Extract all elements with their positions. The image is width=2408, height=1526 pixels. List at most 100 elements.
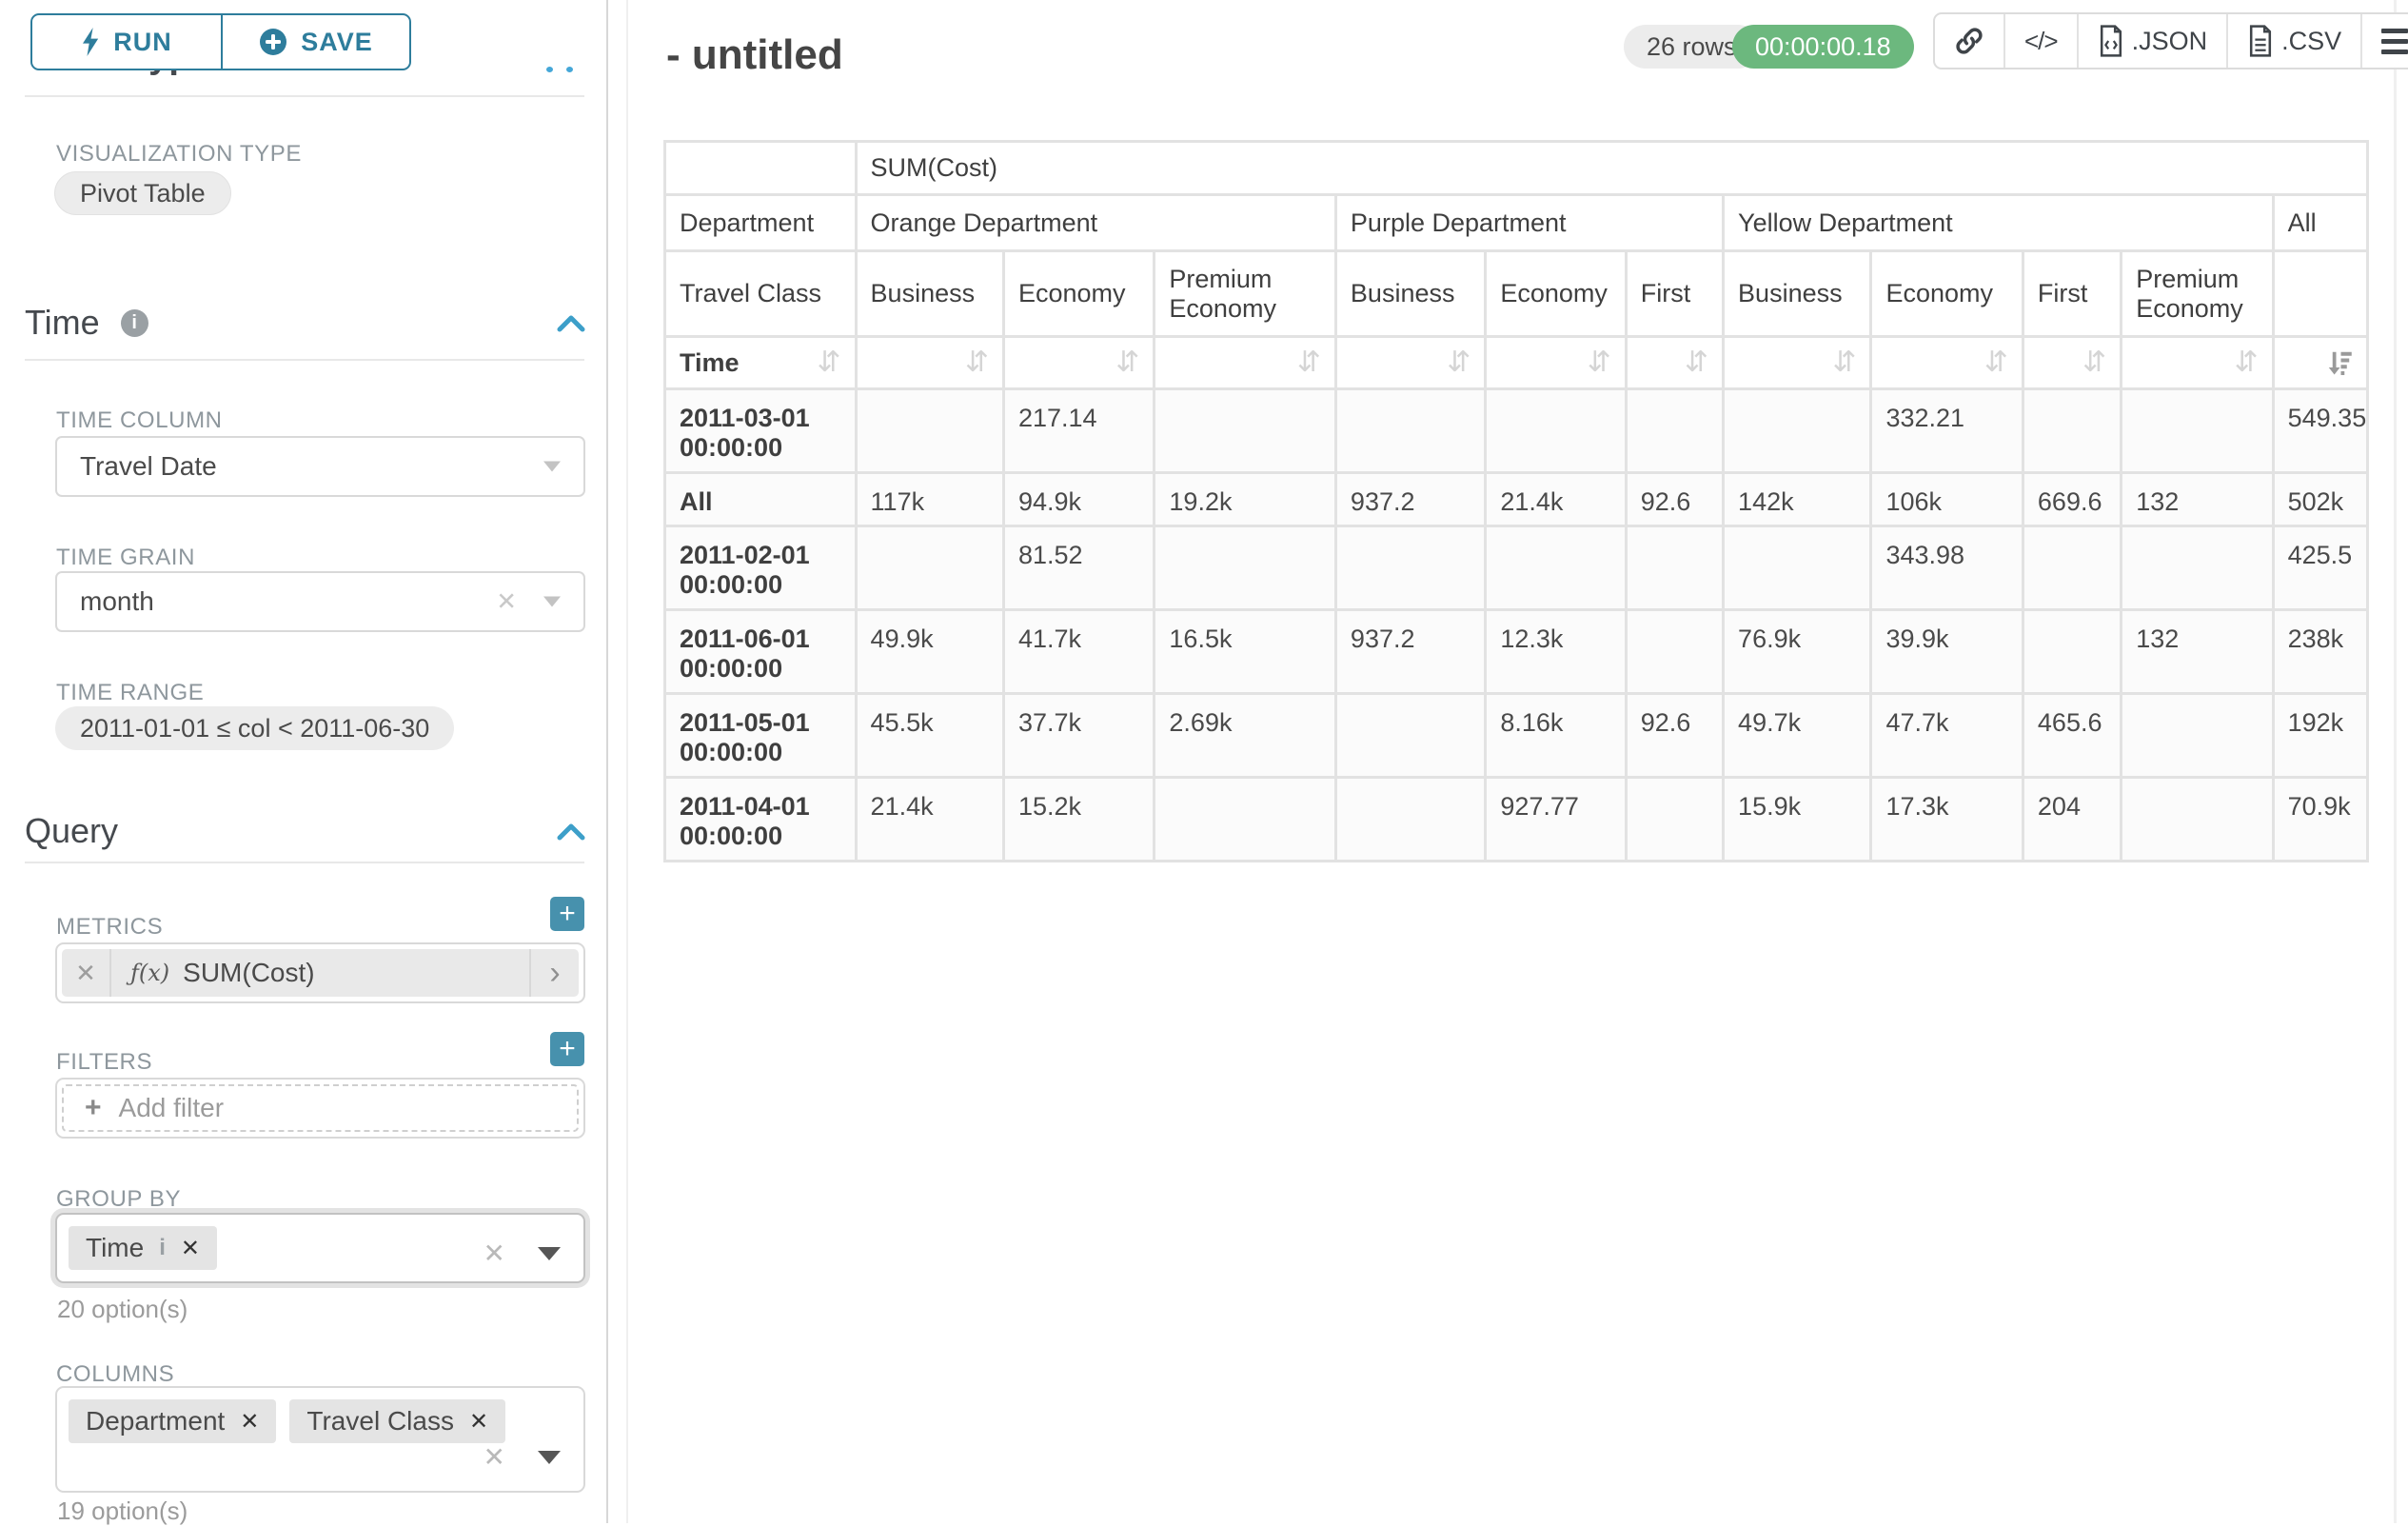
group-by-select[interactable]: Timei✕ ✕: [55, 1213, 585, 1283]
value-cell: 21.4k: [1486, 473, 1626, 526]
sort-icon[interactable]: ⇵: [1832, 348, 1856, 377]
export-json-button[interactable]: .JSON: [2077, 14, 2227, 68]
chevron-up-icon[interactable]: [557, 314, 585, 333]
visualization-type-pill[interactable]: Pivot Table: [54, 171, 231, 215]
scrollbar-track[interactable]: [2394, 0, 2397, 1523]
sort-icon[interactable]: ⇵: [2082, 348, 2106, 377]
time-column-label: TIME COLUMN: [56, 407, 223, 434]
remove-metric-icon[interactable]: ✕: [62, 949, 111, 997]
value-cell: 217.14: [1003, 389, 1154, 473]
clear-icon[interactable]: ✕: [484, 1441, 505, 1473]
add-filter-button[interactable]: + Add filter: [62, 1084, 579, 1132]
selected-value-tag[interactable]: Department✕: [69, 1399, 276, 1443]
sort-icon[interactable]: ⇵: [1984, 348, 2008, 377]
clear-icon[interactable]: ✕: [496, 587, 517, 617]
remove-tag-icon[interactable]: ✕: [240, 1408, 259, 1436]
value-cell: [2023, 610, 2121, 694]
travel-class-header: First: [2023, 251, 2121, 337]
menu-button[interactable]: [2360, 14, 2408, 68]
plus-icon: +: [85, 1092, 102, 1124]
value-cell: [1626, 610, 1723, 694]
travel-class-header: Premium Economy: [2122, 251, 2273, 337]
table-row: 2011-02-01 00:00:0081.52343.98425.5: [665, 526, 2368, 610]
travel-class-header: Premium Economy: [1155, 251, 1336, 337]
plus-circle-icon: [259, 28, 287, 56]
save-button[interactable]: SAVE: [221, 15, 409, 69]
sort-toggle-cell: ⇵: [1155, 337, 1336, 389]
sort-toggle-cell: ⇵: [1626, 337, 1723, 389]
metric-pill[interactable]: ✕ ƒ(x) SUM(Cost) ›: [62, 949, 579, 997]
group-by-option-count: 20 option(s): [57, 1295, 188, 1324]
code-icon: </>: [2024, 27, 2058, 56]
caret-down-icon[interactable]: [538, 1451, 561, 1464]
add-metric-button[interactable]: +: [550, 897, 584, 931]
row-header-cell: 2011-02-01 00:00:00: [665, 526, 857, 610]
value-cell: [2122, 389, 2273, 473]
value-cell: [1626, 389, 1723, 473]
value-cell: [2122, 526, 2273, 610]
info-icon[interactable]: i: [159, 1235, 166, 1261]
row-header-cell: All: [665, 473, 857, 526]
add-filter-plus-button[interactable]: +: [550, 1032, 584, 1066]
metrics-select: ✕ ƒ(x) SUM(Cost) ›: [55, 942, 585, 1003]
sort-icon[interactable]: ⇵: [1588, 348, 1611, 377]
sort-icon[interactable]: ⇵: [1685, 348, 1708, 377]
chevron-up-icon[interactable]: [557, 822, 585, 842]
sort-icon[interactable]: ⇵: [2234, 348, 2258, 377]
time-range-pill[interactable]: 2011-01-01 ≤ col < 2011-06-30: [55, 706, 454, 750]
info-icon[interactable]: i: [121, 309, 148, 337]
sort-toggle-cell: ⇵: [1486, 337, 1626, 389]
sort-toggle-cell: ⇵: [2023, 337, 2121, 389]
caret-down-icon[interactable]: [538, 1247, 561, 1260]
value-cell: 132: [2122, 610, 2273, 694]
sort-icon[interactable]: ⇵: [817, 348, 840, 377]
pivot-table-container: SUM(Cost)DepartmentOrange DepartmentPurp…: [663, 140, 2369, 862]
sort-icon[interactable]: ⇵: [1447, 348, 1470, 377]
value-cell: 425.5: [2273, 526, 2367, 610]
value-cell: 669.6: [2023, 473, 2121, 526]
sort-descending-icon[interactable]: [2324, 348, 2353, 377]
time-column-select[interactable]: Travel Date: [55, 436, 585, 497]
sort-icon[interactable]: ⇵: [965, 348, 989, 377]
value-cell: 92.6: [1626, 694, 1723, 778]
chevron-right-icon[interactable]: ›: [529, 949, 579, 997]
remove-tag-icon[interactable]: ✕: [469, 1408, 488, 1436]
run-button[interactable]: RUN: [32, 15, 221, 69]
selected-value-tag[interactable]: Travel Class✕: [289, 1399, 505, 1443]
clear-icon[interactable]: ✕: [484, 1238, 505, 1269]
value-cell: [1335, 526, 1485, 610]
sort-toggle-cell: [2273, 337, 2367, 389]
sort-icon[interactable]: ⇵: [1115, 348, 1139, 377]
view-query-button[interactable]: </>: [2003, 14, 2077, 68]
value-cell: 45.5k: [856, 694, 1003, 778]
value-cell: 343.98: [1871, 526, 2023, 610]
value-cell: [1335, 778, 1485, 862]
value-cell: 41.7k: [1003, 610, 1154, 694]
value-cell: 8.16k: [1486, 694, 1626, 778]
value-cell: 16.5k: [1155, 610, 1336, 694]
group-by-label: GROUP BY: [56, 1186, 181, 1213]
share-link-button[interactable]: [1935, 14, 2003, 68]
value-cell: 94.9k: [1003, 473, 1154, 526]
value-cell: 37.7k: [1003, 694, 1154, 778]
value-cell: 17.3k: [1871, 778, 2023, 862]
columns-select[interactable]: Department✕ Travel Class✕ ✕: [55, 1386, 585, 1493]
remove-tag-icon[interactable]: ✕: [181, 1235, 200, 1262]
chart-title[interactable]: - untitled: [666, 31, 843, 79]
value-cell: [1155, 526, 1336, 610]
value-cell: [2023, 389, 2121, 473]
panel-resize-handle[interactable]: [546, 67, 573, 72]
column-dimension-header: Travel Class: [665, 251, 857, 337]
sort-toggle-cell: ⇵: [2122, 337, 2273, 389]
export-csv-button[interactable]: .CSV: [2226, 14, 2360, 68]
time-grain-select[interactable]: month ✕: [55, 571, 585, 632]
value-cell: 238k: [2273, 610, 2367, 694]
value-cell: 142k: [1724, 473, 1871, 526]
value-cell: 106k: [1871, 473, 2023, 526]
selected-value-tag[interactable]: Timei✕: [69, 1226, 217, 1270]
value-cell: 117k: [856, 473, 1003, 526]
sort-icon[interactable]: ⇵: [1297, 348, 1321, 377]
divider: [25, 95, 584, 97]
sidebar-topbar: RUN SAVE: [0, 0, 606, 70]
value-cell: [1626, 778, 1723, 862]
